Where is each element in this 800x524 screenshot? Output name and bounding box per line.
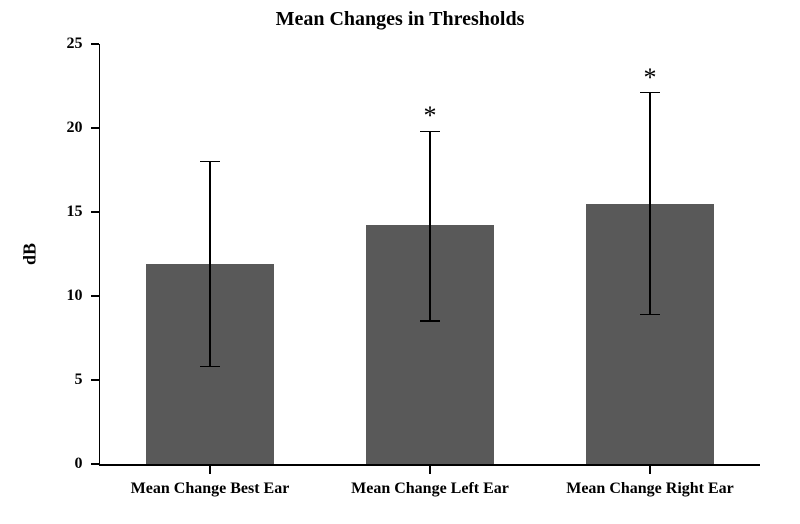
errorbar-cap-top [640,92,660,94]
errorbar-cap-bottom [420,320,440,322]
y-tick-label: 10 [33,287,83,305]
y-tick-mark [91,211,99,213]
errorbar-line [429,131,431,321]
y-tick-label: 0 [33,455,83,473]
y-tick-label: 25 [33,35,83,53]
y-tick-mark [91,43,99,45]
errorbar-cap-bottom [200,366,220,368]
significance-marker: * [644,65,657,91]
y-tick-label: 20 [33,119,83,137]
y-tick-mark [91,295,99,297]
y-tick-mark [91,463,99,465]
plot-area: 0510152025Mean Change Best Ear*Mean Chan… [100,44,760,464]
chart-title: Mean Changes in Thresholds [0,8,800,31]
x-tick-mark [649,466,651,474]
y-tick-mark [91,127,99,129]
errorbar-line [209,162,211,367]
y-tick-label: 15 [33,203,83,221]
y-axis-line [99,44,101,466]
x-tick-mark [429,466,431,474]
chart-container: Mean Changes in Thresholds dB 0510152025… [0,0,800,524]
x-tick-label: Mean Change Right Ear [540,480,760,498]
significance-marker: * [424,103,437,129]
x-tick-label: Mean Change Left Ear [320,480,540,498]
errorbar-cap-bottom [640,314,660,316]
errorbar-line [649,93,651,315]
y-axis-label: dB [20,243,41,265]
errorbar-cap-top [200,161,220,163]
y-tick-label: 5 [33,371,83,389]
x-tick-label: Mean Change Best Ear [100,480,320,498]
x-tick-mark [209,466,211,474]
y-tick-mark [91,379,99,381]
errorbar-cap-top [420,131,440,133]
